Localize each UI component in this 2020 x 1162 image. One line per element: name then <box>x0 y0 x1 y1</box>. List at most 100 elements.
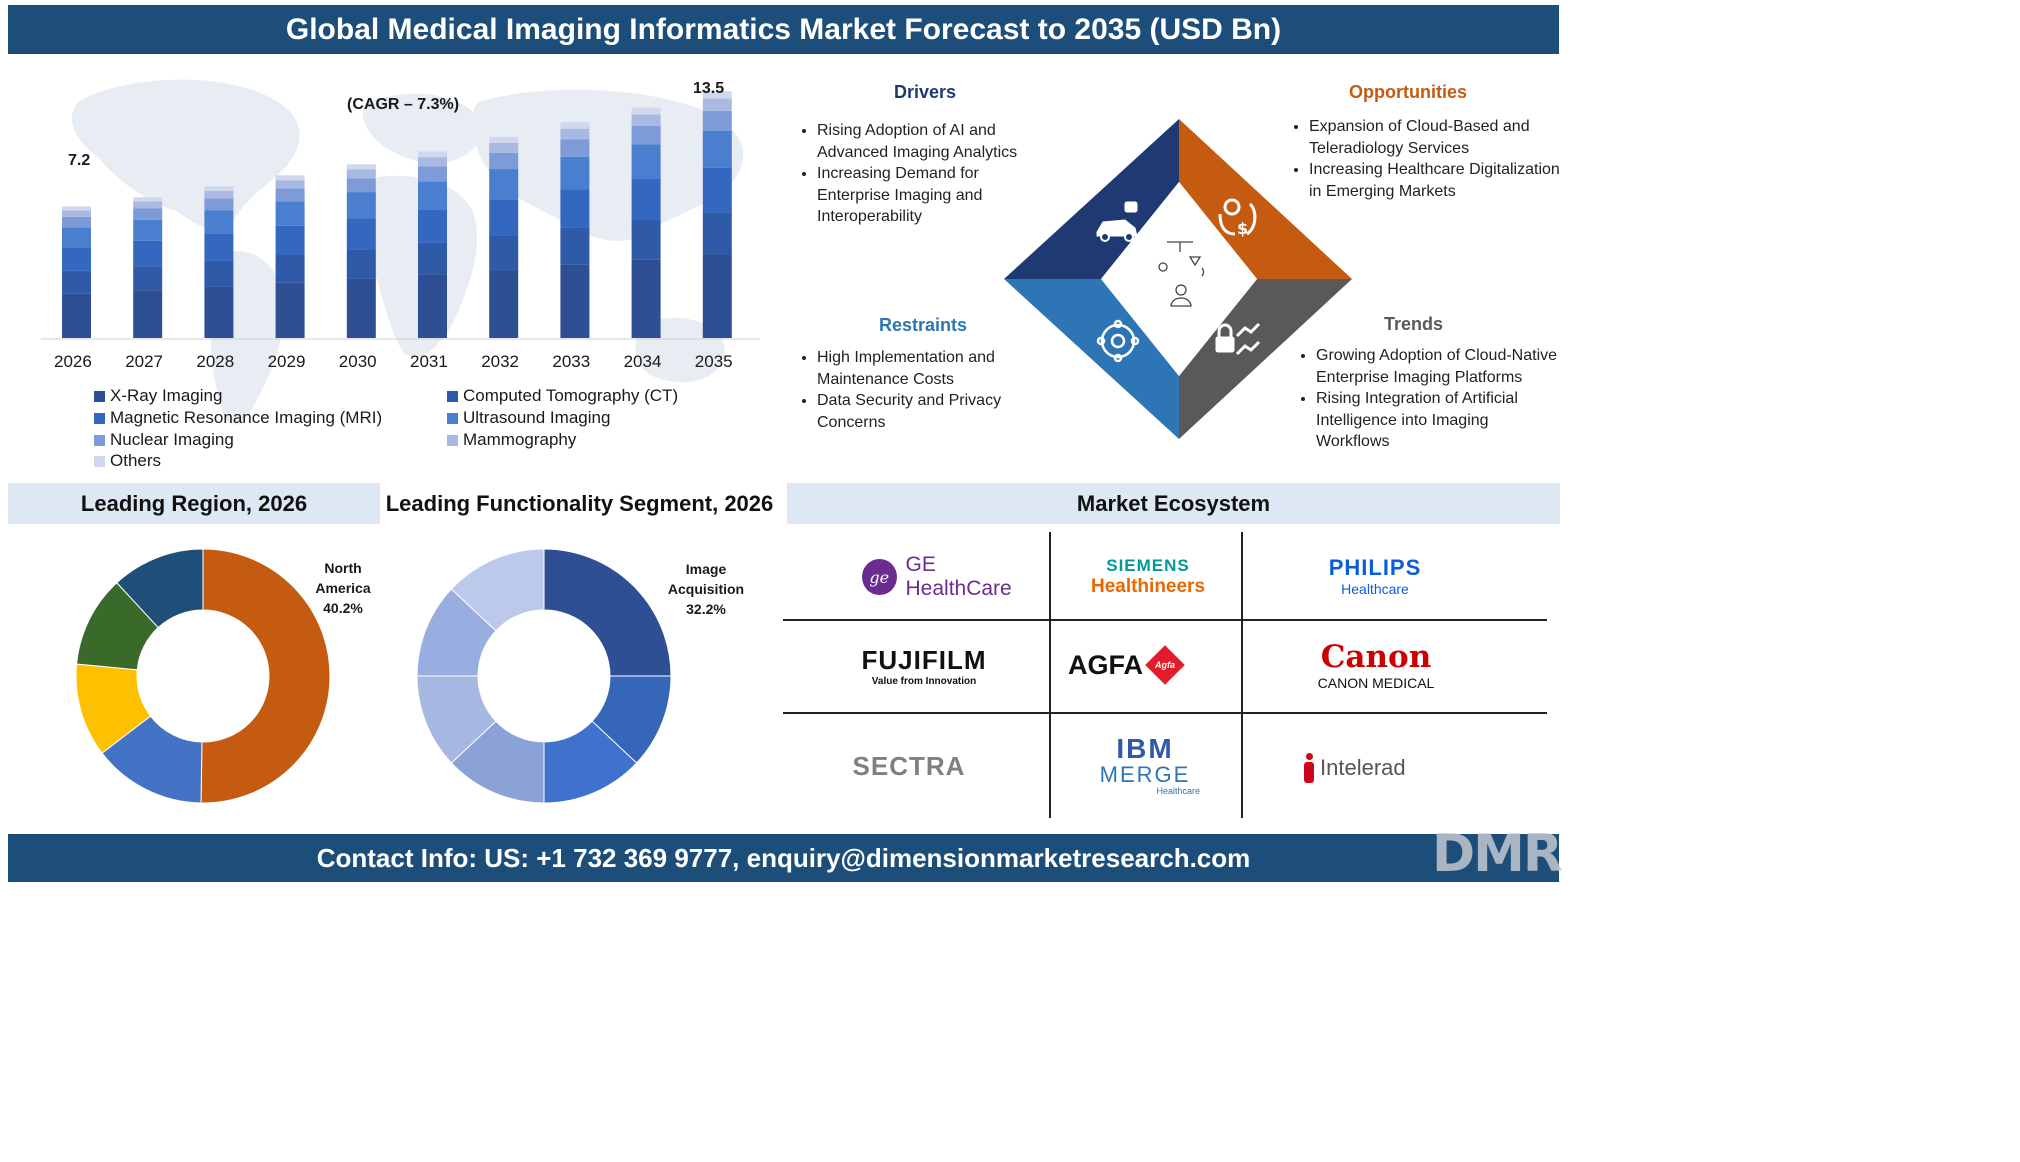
restraints-title: Restraints <box>879 315 968 335</box>
legend-item-mri: Magnetic Resonance Imaging (MRI) <box>94 408 382 428</box>
bar-segment-2032-0 <box>489 269 519 338</box>
bar-segment-2028-2 <box>204 233 234 261</box>
legend-item-ct: Computed Tomography (CT) <box>447 386 678 406</box>
bar-segment-2031-1 <box>418 242 447 275</box>
bar-segment-2027-4 <box>133 208 163 220</box>
bar-segment-2027-0 <box>133 290 163 338</box>
legend-swatch <box>94 434 105 446</box>
legend-swatch <box>447 390 458 402</box>
trends-item: Growing Adoption of Cloud-Native Enterpr… <box>1316 345 1566 388</box>
bar-segment-2035-5 <box>702 98 732 111</box>
bar-segment-2032-6 <box>489 136 519 143</box>
svg-text:$: $ <box>1237 219 1248 238</box>
cagr-label: (CAGR – 7.3%) <box>347 96 460 113</box>
intelerad-figure-icon <box>1304 753 1314 783</box>
bar-segment-2029-1 <box>275 255 305 283</box>
bar-segment-2033-3 <box>560 156 590 190</box>
bar-segment-2026-5 <box>62 210 91 217</box>
agfa-badge-icon: Agfa <box>1145 645 1185 685</box>
ge-monogram-icon: ge <box>862 559 897 595</box>
siemens-healthineers-logo: SIEMENS Healthineers <box>1090 556 1206 597</box>
grid-line <box>1049 532 1051 818</box>
bar-segment-2027-5 <box>133 201 163 209</box>
bar-segment-2033-1 <box>560 227 590 265</box>
grid-line <box>783 712 1547 714</box>
bar-segment-2034-1 <box>631 220 661 260</box>
x-tick-label-2029: 2029 <box>267 352 306 371</box>
bar-segment-2028-4 <box>204 198 234 211</box>
bar-segment-2033-5 <box>560 128 590 140</box>
bar-segment-2030-0 <box>346 278 376 338</box>
bar-segment-2026-3 <box>62 227 91 248</box>
bar-segment-2030-2 <box>346 218 376 250</box>
bar-segment-2027-3 <box>133 219 163 241</box>
legend-item-nuclear: Nuclear Imaging <box>94 430 234 450</box>
bar-segment-2031-5 <box>418 157 447 167</box>
bar-segment-2029-0 <box>275 282 305 338</box>
bar-segment-2034-2 <box>631 179 661 221</box>
intelerad-logo: Intelerad <box>1304 750 1434 786</box>
bar-segment-2033-2 <box>560 189 590 228</box>
bar-segment-2030-1 <box>346 249 376 279</box>
bar-segment-2032-2 <box>489 199 519 236</box>
bar-segment-2028-3 <box>204 210 234 234</box>
bar-segment-2029-4 <box>275 188 305 202</box>
bar-segment-2035-0 <box>702 254 732 338</box>
restraints-item: High Implementation and Maintenance Cost… <box>817 347 1042 390</box>
legend-swatch <box>94 455 105 467</box>
bar-segment-2026-0 <box>62 293 91 338</box>
x-tick-label-2033: 2033 <box>552 352 591 371</box>
bar-segment-2028-6 <box>204 186 234 191</box>
x-tick-label-2028: 2028 <box>196 352 235 371</box>
trends-title: Trends <box>1384 314 1444 334</box>
legend-item-ultrasound: Ultrasound Imaging <box>447 408 610 428</box>
bar-segment-2026-1 <box>62 270 91 294</box>
x-tick-label-2035: 2035 <box>694 352 733 371</box>
robot-car-icon <box>1096 201 1138 242</box>
segment-donut-label: Image Acquisition 32.2% <box>667 561 745 617</box>
donut-region-slice-4 <box>116 548 204 629</box>
bar-segment-2030-6 <box>346 164 376 170</box>
bar-segment-2028-5 <box>204 190 234 199</box>
grid-line <box>1241 532 1243 818</box>
bar-segment-2027-1 <box>133 266 163 291</box>
opportunities-title: Opportunities <box>1349 82 1467 102</box>
drivers-list: Rising Adoption of AI and Advanced Imagi… <box>795 120 1047 228</box>
bar-segment-2026-2 <box>62 247 91 271</box>
restraints-item: Data Security and Privacy Concerns <box>817 390 1042 433</box>
x-tick-label-2027: 2027 <box>125 352 164 371</box>
bar-segment-2032-5 <box>489 142 519 153</box>
trends-quadrant <box>1179 279 1352 439</box>
bar-segment-2029-3 <box>275 201 305 226</box>
bar-segment-2031-3 <box>418 181 447 210</box>
bar-segment-2029-2 <box>275 225 305 256</box>
world-map-background <box>71 79 744 425</box>
restraints-list: High Implementation and Maintenance Cost… <box>795 347 1042 433</box>
bar-segment-2034-0 <box>631 259 661 338</box>
contact-footer: Contact Info: US: +1 732 369 9777, enqui… <box>8 834 1559 882</box>
trends-list: Growing Adoption of Cloud-Native Enterpr… <box>1294 345 1566 453</box>
canon-medical-logo: Canon CANON MEDICAL <box>1317 639 1435 691</box>
bar-segment-2034-4 <box>631 126 661 145</box>
drivers-item: Rising Adoption of AI and Advanced Imagi… <box>817 120 1047 163</box>
bar-segment-2030-4 <box>346 178 376 193</box>
legend-swatch <box>94 390 105 402</box>
donut-segment-slice-6 <box>450 548 545 632</box>
trends-item: Rising Integration of Artificial Intelli… <box>1316 388 1566 453</box>
market-ecosystem-header: Market Ecosystem <box>787 483 1560 524</box>
functionality-donut-chart <box>416 548 672 804</box>
bar-segment-2035-1 <box>702 212 732 255</box>
drivers-item: Increasing Demand for Enterprise Imaging… <box>817 163 1047 228</box>
bar-segment-2033-4 <box>560 139 590 157</box>
bar-segment-2035-3 <box>702 130 732 168</box>
bar-segment-2027-6 <box>133 197 163 202</box>
opportunities-quadrant <box>1179 119 1352 279</box>
bar-segment-2033-0 <box>560 264 590 338</box>
drivers-title: Drivers <box>894 82 957 102</box>
bar-segment-2030-5 <box>346 169 376 179</box>
ibm-merge-logo: IBM MERGE Healthcare <box>1099 733 1200 797</box>
x-tick-label-2031: 2031 <box>410 352 448 371</box>
legend-swatch <box>447 434 458 446</box>
legend-swatch <box>94 412 105 424</box>
opportunities-item: Expansion of Cloud-Based and Teleradiolo… <box>1309 116 1569 159</box>
